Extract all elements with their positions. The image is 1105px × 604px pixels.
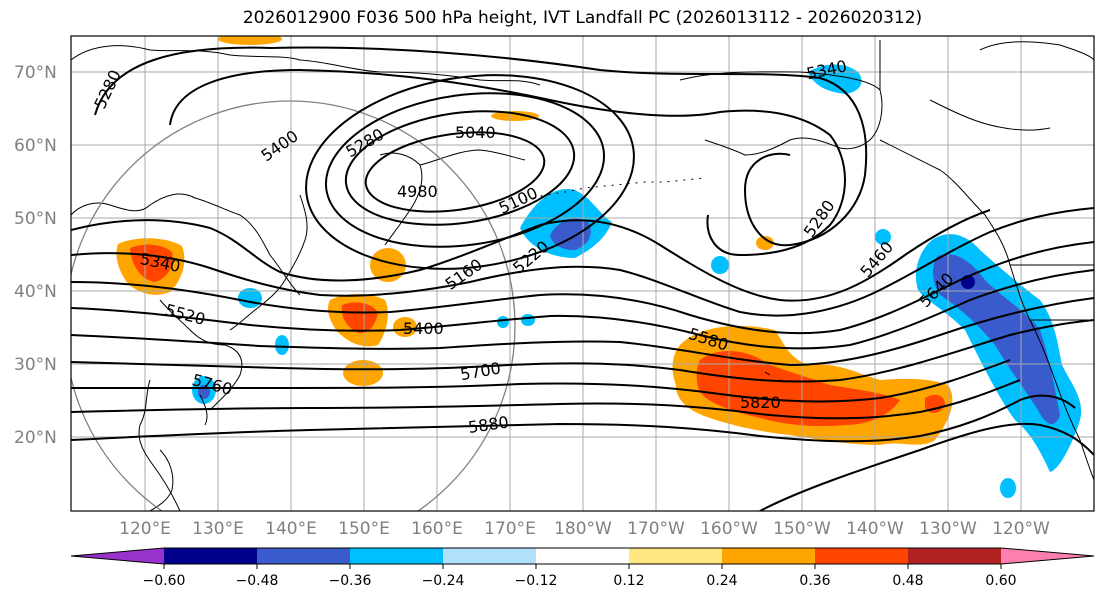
lon-label: 170°E	[484, 519, 536, 539]
colorbar-tick-label: 0.24	[706, 573, 737, 589]
lon-label: 130°W	[919, 519, 977, 539]
lon-label: 160°W	[700, 519, 758, 539]
colorbar-tick-label: 0.60	[985, 573, 1016, 589]
colorbar-swatch	[815, 548, 908, 564]
colorbar-swatch	[908, 548, 1001, 564]
colorbar-swatch	[443, 548, 536, 564]
colorbar-tick-label: −0.12	[515, 573, 558, 589]
height-contours	[71, 46, 1094, 511]
red-core-subtropical	[696, 350, 900, 427]
lat-label-50n: 50°N	[14, 209, 57, 229]
contour-label: 4980	[397, 182, 438, 201]
lon-label: 120°E	[119, 519, 171, 539]
colorbar-swatch	[164, 548, 257, 564]
lat-label-30n: 30°N	[14, 355, 57, 375]
colorbar-tick-label: 0.12	[613, 573, 644, 589]
lon-label: 170°W	[627, 519, 685, 539]
colorbar-tick-label: −0.48	[236, 573, 279, 589]
lon-label: 140°E	[265, 519, 317, 539]
colorbar-tick-label: −0.36	[329, 573, 372, 589]
colorbar-tick-label: −0.60	[143, 573, 186, 589]
contour-label: 5400	[403, 319, 444, 338]
colorbar-swatches	[70, 547, 1095, 565]
colorbar-swatch	[71, 548, 164, 564]
contour-label: 5820	[740, 393, 781, 412]
colorbar-ticks: −0.60 −0.48 −0.36 −0.24 −0.12 0.12 0.24 0.36 0.4…	[143, 564, 1017, 589]
colorbar-swatch	[1001, 548, 1094, 564]
map-frame	[70, 35, 1095, 512]
contour-label: 5040	[455, 123, 496, 142]
colorbar-tick-label: 0.48	[892, 573, 923, 589]
lat-label-20n: 20°N	[14, 428, 57, 448]
lon-label: 180°W	[554, 519, 612, 539]
colorbar: −0.60 −0.48 −0.36 −0.24 −0.12 0.12 0.24 0.36 0.4…	[70, 547, 1095, 589]
longitude-labels: 120°E 130°E 140°E 150°E 160°E 170°E 180°…	[119, 519, 1050, 539]
colorbar-swatch	[350, 548, 443, 564]
lon-label: 130°E	[192, 519, 244, 539]
lat-label-60n: 60°N	[14, 136, 57, 156]
lon-label: 160°E	[411, 519, 463, 539]
colorbar-swatch	[536, 548, 629, 564]
lon-label: 140°W	[846, 519, 904, 539]
coastlines	[71, 40, 1094, 511]
colorbar-tick-label: −0.24	[422, 573, 465, 589]
lon-label: 120°W	[992, 519, 1050, 539]
colorbar-swatch	[629, 548, 722, 564]
blue-patch-nw-inner	[550, 218, 591, 250]
colorbar-swatch	[257, 548, 350, 564]
map-title: 2026012900 F036 500 hPa height, IVT Land…	[242, 8, 923, 28]
lat-label-70n: 70°N	[14, 63, 57, 83]
colorbar-swatch	[722, 548, 815, 564]
latitude-labels: 70°N 60°N 50°N 40°N 30°N 20°N	[14, 63, 57, 448]
lat-label-40n: 40°N	[14, 282, 57, 302]
distance-ring	[71, 100, 516, 511]
colorbar-tick-label: 0.36	[799, 573, 830, 589]
lon-label: 150°W	[773, 519, 831, 539]
lon-label: 150°E	[338, 519, 390, 539]
